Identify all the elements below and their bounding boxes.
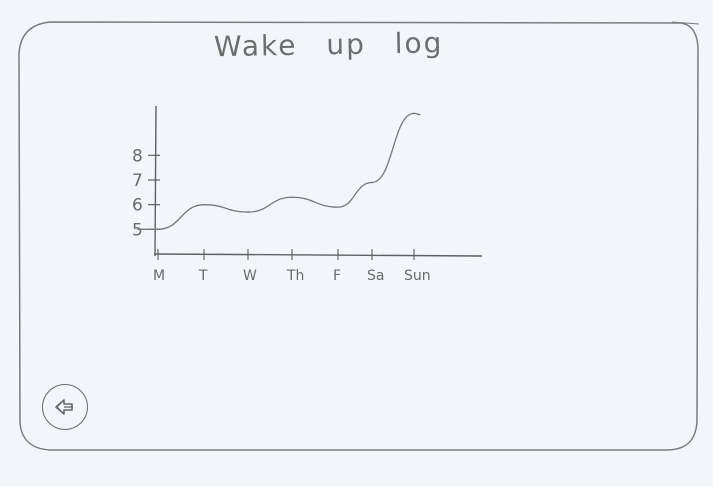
x-tick-label: Th [286,268,304,284]
x-tick-label: T [198,268,208,284]
data-point [337,206,339,208]
x-tick-label: Sa [367,268,384,284]
data-point [413,112,415,115]
x-tick-label: W [243,268,257,284]
y-tick-label: 7 [132,171,143,191]
back-button[interactable] [42,384,88,430]
data-point [291,196,293,199]
y-tick-label: 5 [132,220,143,240]
app-frame [18,21,700,451]
y-tick-label: 8 [132,146,143,166]
x-axis-line [153,253,483,257]
series-line [137,112,421,230]
wake-up-chart: 5 6 7 8 M T W Th F Sa Sun [108,96,492,296]
data-point [203,203,205,206]
back-arrow-icon [55,399,73,415]
x-tick-label: M [153,268,165,284]
y-tick-label: 6 [132,196,143,216]
data-point [247,211,249,213]
wake-up-chart-svg: 5 6 7 8 M T W Th F Sa Sun [132,105,483,284]
x-tick-label: F [333,268,341,284]
y-axis-line [154,105,157,257]
x-tick-label: Sun [404,268,431,284]
page-title: Wake up log [213,26,444,64]
data-point [157,228,159,231]
data-point [371,181,373,184]
